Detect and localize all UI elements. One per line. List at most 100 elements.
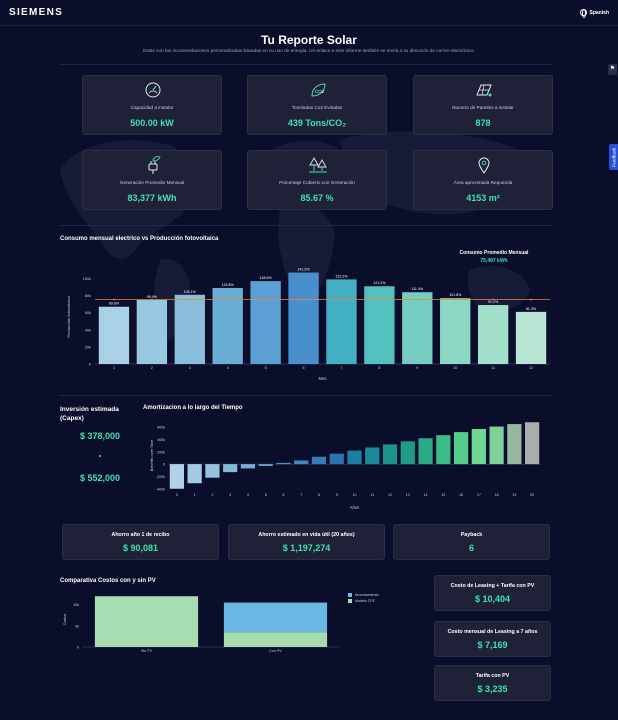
line-point [113, 298, 115, 301]
x-tick-label: 14 [424, 493, 428, 497]
x-tick-label: 12 [529, 366, 533, 370]
y-tick-label: 10k [73, 603, 79, 607]
data-label: 81.3% [526, 307, 537, 311]
cost-label: Costo de Leasing + Tarifa con PV [450, 583, 535, 589]
line-point [454, 298, 457, 301]
solar-panel-icon [476, 84, 492, 97]
x-tick-label: 4 [227, 366, 229, 370]
bar [477, 305, 509, 364]
data-label: 101.8% [449, 293, 462, 297]
bar [276, 462, 291, 465]
trees-icon [309, 157, 327, 173]
savings-label: Ahorro año 1 de recibo [111, 532, 170, 538]
y-axis-label: Costos [63, 613, 67, 625]
siemens-logo[interactable]: SIEMENS [9, 7, 64, 18]
language-selector[interactable]: Spanish [579, 9, 609, 18]
legend-label: Modelo CFE [355, 599, 376, 603]
investment-max-value: $ 552,000 [79, 473, 121, 483]
data-label: 115.8% [222, 283, 235, 287]
bar-segment [94, 596, 199, 647]
feedback-label: Feedback [611, 147, 617, 167]
cost-card-tariff: Tarifa con PV $ 3,235 [434, 665, 551, 701]
svg-text:CO2: CO2 [315, 89, 325, 94]
divider [60, 395, 552, 396]
x-tick-label: 0 [176, 493, 178, 497]
page-title: Tu Reporte Solar [261, 33, 357, 47]
bar [250, 281, 281, 364]
stat-label: Capacidad a instalar [130, 105, 174, 110]
comparison-chart-title: Comparativa Costos con y sin PV [60, 578, 156, 584]
x-tick-label: 8 [318, 493, 320, 497]
bar [347, 450, 362, 465]
bar [329, 453, 344, 465]
bar [288, 272, 319, 364]
x-tick-label: 3 [189, 366, 191, 370]
bar [507, 424, 522, 465]
bar [258, 464, 273, 466]
x-tick-label: 4 [247, 493, 249, 497]
y-tick-label: 80k [85, 294, 91, 298]
bar [205, 464, 220, 478]
bar [418, 438, 433, 465]
line-point [416, 298, 419, 301]
bar [525, 422, 540, 465]
data-label: 141.2% [297, 268, 310, 272]
language-label: Spanish [589, 9, 609, 16]
bar [98, 306, 130, 364]
plug-leaf-icon [148, 156, 161, 174]
x-tick-label: 2 [151, 366, 153, 370]
data-label: 131.3% [335, 274, 348, 278]
bar [436, 435, 451, 465]
divider [60, 225, 552, 226]
x-tick-label: 7 [340, 366, 342, 370]
y-tick-label: 400k [157, 438, 165, 442]
y-tick-label: -400k [156, 487, 165, 491]
x-tick-label: 6 [303, 366, 305, 370]
savings-label: Ahorro estimado en vida útil (20 años) [258, 532, 355, 538]
y-axis-label: Benefits over Time [150, 440, 154, 471]
bar [382, 444, 398, 465]
x-tick-label: 10 [353, 493, 357, 497]
divider [60, 64, 552, 65]
x-tick-label: 1 [113, 366, 115, 370]
line-point [340, 298, 343, 301]
line-point [150, 298, 153, 301]
consumption-chart: 0 20k 40k 60k 80k 100k 89.8% 1 99.4% 2 106.1% 3 115.… [66, 268, 550, 381]
feedback-tab[interactable]: Feedback [609, 144, 618, 170]
x-tick-label: 5 [265, 366, 267, 370]
data-label: 106.1% [184, 290, 197, 294]
y-tick-label: 5k [75, 624, 79, 628]
accessibility-button[interactable]: ⚑ [608, 64, 617, 75]
legend-swatch [348, 599, 352, 603]
y-tick-label: 40k [85, 328, 91, 332]
legend-label: Arrendamiento [355, 593, 379, 597]
comparison-chart: 0 5k 10k Sin PV Con PV Costos Arrendamiento Mod… [63, 593, 379, 653]
stat-value: 439 Tons/CO₂ [287, 118, 347, 128]
x-tick-label: 8 [378, 366, 380, 370]
stat-value: 83,377 kWh [127, 193, 177, 203]
bar [489, 426, 504, 465]
y-tick-label: 0 [163, 463, 165, 467]
x-tick-label: 2 [211, 493, 213, 497]
bar [240, 464, 256, 469]
cost-value: $ 7,169 [477, 640, 508, 650]
data-label: 99.4% [147, 295, 158, 299]
bar [471, 429, 486, 465]
y-tick-label: 20k [85, 345, 91, 349]
line-point [492, 298, 495, 301]
stat-card-generation: Generación Promedio Mensual 83,377 kWh [82, 150, 222, 210]
stat-value: 500.00 kW [130, 118, 174, 128]
y-tick-label: 600k [157, 426, 165, 430]
globe-icon [579, 9, 587, 18]
x-tick-label: 20 [530, 493, 534, 497]
bar [311, 456, 327, 465]
stat-label: Generación Promedio Mensual [119, 180, 185, 185]
savings-card-payback: Payback 6 [393, 524, 550, 560]
x-tick-label: 9 [336, 493, 338, 497]
savings-value: $ 1,197,274 [282, 543, 331, 553]
consumption-chart-title: Consumo mensual electrico vs Producción … [60, 236, 219, 242]
bar [187, 464, 202, 484]
stat-label: Área aproximada Requerida [453, 180, 513, 185]
avg-consumption-value: 75,497 kWh [480, 258, 508, 264]
line-point [264, 298, 267, 301]
